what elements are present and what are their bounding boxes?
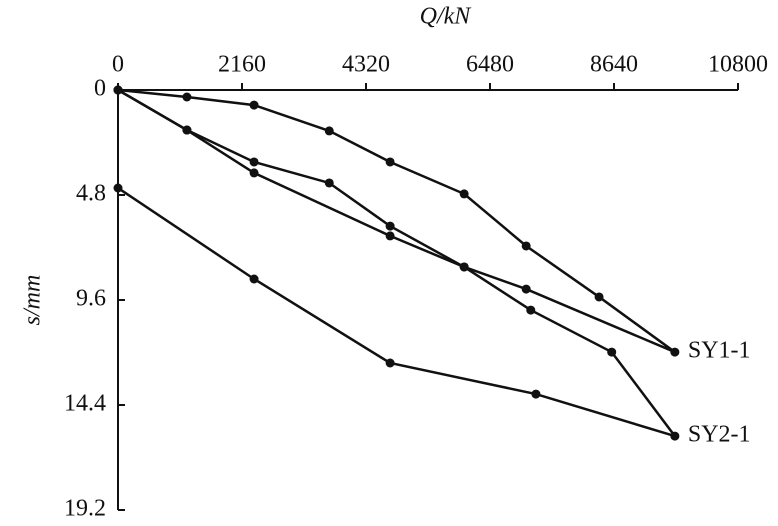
x-tick-label: 2160 [218, 52, 266, 78]
y-tick-label: 14.4 [64, 391, 106, 417]
y-tick-label: 9.6 [76, 286, 106, 312]
data-point [324, 126, 334, 136]
data-point [385, 221, 395, 231]
data-point [249, 157, 259, 167]
y-tick-label: 19.2 [64, 496, 106, 522]
x-tick-label: 8640 [590, 52, 638, 78]
data-point [459, 262, 469, 272]
x-tick-label: 6480 [466, 52, 514, 78]
data-point [249, 168, 259, 178]
data-point [459, 189, 469, 199]
data-point [324, 178, 334, 188]
series-line [117, 88, 676, 354]
data-point [113, 85, 123, 95]
x-axis-title: Q/kN [420, 4, 473, 30]
data-point [526, 305, 536, 315]
data-point [182, 125, 192, 135]
y-axis-title: s/mm [20, 275, 46, 326]
series-label: SY1-1 [688, 338, 751, 364]
data-point [385, 358, 395, 368]
data-point [670, 347, 680, 357]
data-point [521, 284, 531, 294]
data-point [249, 100, 259, 110]
x-tick-label: 10800 [708, 52, 768, 78]
y-tick-label: 4.8 [76, 181, 106, 207]
data-point [670, 431, 680, 441]
data-point [113, 183, 123, 193]
data-point [521, 241, 531, 251]
data-point [182, 92, 192, 102]
data-point [385, 157, 395, 167]
data-point [385, 231, 395, 241]
series-line [117, 88, 679, 439]
data-point [594, 292, 604, 302]
series-label: SY2-1 [688, 422, 751, 448]
x-tick-label: 0 [112, 52, 124, 78]
y-tick-label: 0 [94, 76, 106, 102]
x-tick-label: 4320 [342, 52, 390, 78]
data-point [249, 274, 259, 284]
data-point [607, 347, 617, 357]
data-point [531, 389, 541, 399]
